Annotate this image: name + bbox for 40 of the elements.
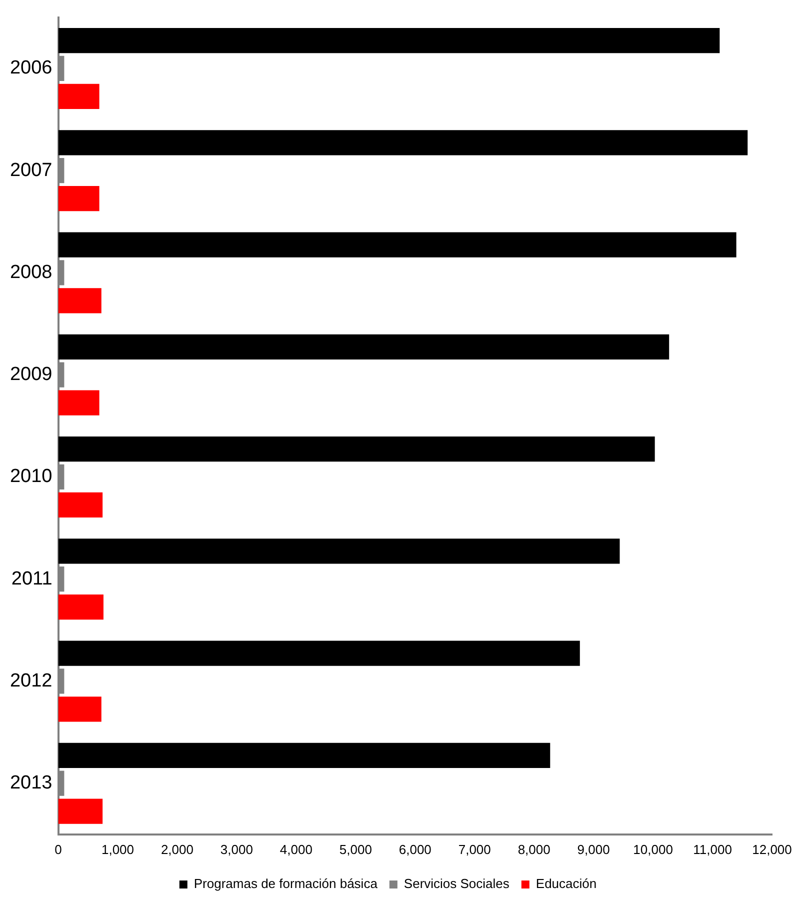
- x-tick-label: 7,000: [458, 842, 491, 857]
- x-tick-label: 2,000: [160, 842, 194, 857]
- x-tick-label: 12,000: [752, 842, 792, 857]
- x-tick-label: 1,000: [101, 842, 134, 857]
- bar: [58, 232, 736, 258]
- y-tick-label: 2010: [10, 466, 52, 488]
- y-tick-label: 2009: [10, 364, 52, 386]
- y-tick-label: 2006: [10, 58, 52, 79]
- bar: [58, 334, 670, 360]
- bar: [58, 288, 102, 314]
- bar: [58, 84, 100, 109]
- x-tick-label: 5,000: [339, 842, 372, 857]
- x-tick-label: 6,000: [398, 842, 432, 857]
- legend-label: Programas de formación básica: [194, 876, 378, 892]
- bar: [58, 28, 720, 54]
- bar: [58, 798, 103, 824]
- x-tick-label: 10,000: [633, 842, 673, 857]
- x-tick-label: 3,000: [220, 842, 253, 857]
- legend-label: Educación: [536, 876, 597, 892]
- x-tick-label: 11,000: [693, 842, 732, 857]
- bar: [58, 390, 100, 416]
- bar: [58, 640, 580, 666]
- y-tick-label: 2007: [10, 160, 52, 181]
- x-tick-label: 8,000: [518, 842, 550, 857]
- y-tick-label: 2011: [11, 568, 52, 590]
- y-tick-label: 2008: [10, 262, 52, 283]
- legend-label: Servicios Sociales: [404, 876, 510, 892]
- bar: [58, 492, 103, 518]
- y-tick-label: 2013: [10, 772, 52, 794]
- x-tick-label: 9,000: [577, 842, 610, 857]
- bar: [58, 594, 104, 620]
- x-tick-label: 0: [54, 842, 62, 857]
- bar: [58, 186, 100, 212]
- bar: [58, 436, 655, 462]
- bar: [58, 742, 550, 768]
- x-tick-label: 4,000: [280, 842, 312, 857]
- y-tick-label: 2012: [10, 670, 52, 692]
- bar: [58, 696, 102, 722]
- bar: [58, 538, 620, 564]
- bar: [58, 130, 748, 156]
